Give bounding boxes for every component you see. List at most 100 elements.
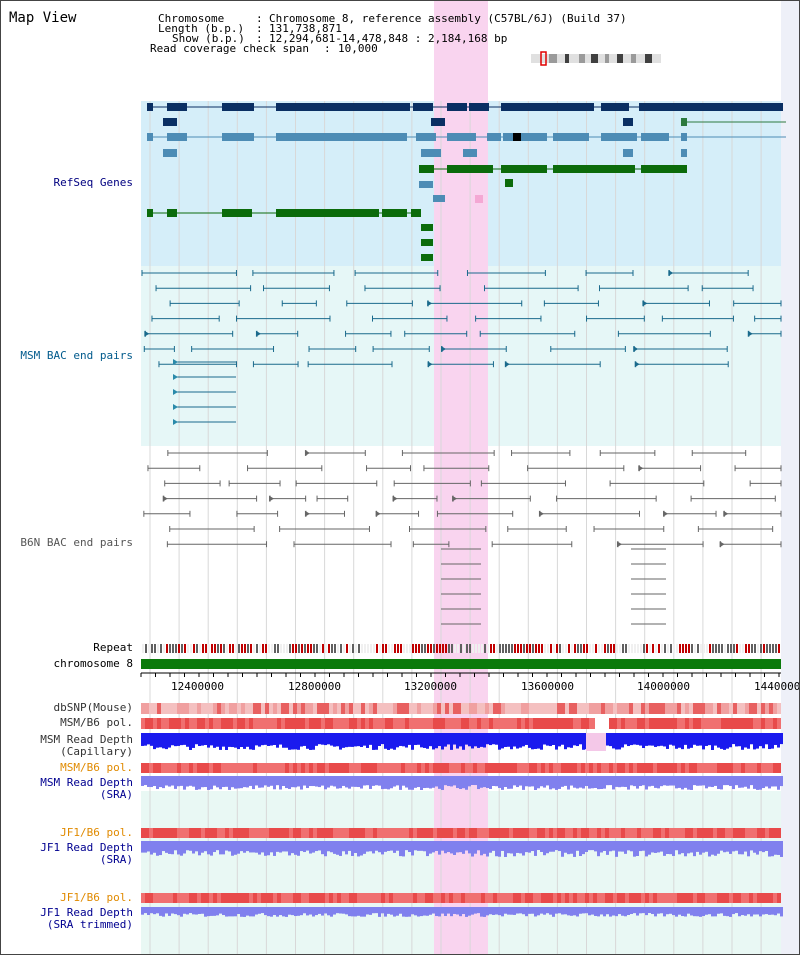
polymorphism-heat bbox=[753, 763, 757, 773]
repeat-label: Repeat bbox=[93, 641, 133, 654]
refseq-label[interactable]: RefSeq Genes bbox=[53, 176, 133, 189]
repeat-mark bbox=[421, 644, 423, 653]
read-depth-bar bbox=[432, 841, 435, 853]
repeat-mark bbox=[598, 644, 600, 653]
repeat-mark bbox=[685, 644, 687, 653]
read-depth-bar bbox=[273, 776, 276, 790]
read-depth-bar bbox=[549, 776, 552, 790]
read-depth-bar bbox=[480, 776, 483, 788]
polymorphism-heat bbox=[553, 718, 557, 729]
repeat-mark bbox=[259, 644, 261, 653]
polymorphism-heat bbox=[697, 718, 701, 729]
polymorphism-heat bbox=[517, 828, 521, 838]
gene-exon bbox=[681, 118, 687, 126]
read-depth-bar bbox=[399, 733, 402, 746]
read-depth-bar bbox=[222, 733, 225, 747]
polymorphism-heat bbox=[697, 828, 701, 838]
polymorphism-heat bbox=[569, 718, 573, 729]
read-depth-bar bbox=[702, 733, 705, 750]
bac-end-marker bbox=[538, 510, 544, 517]
read-depth-bar bbox=[390, 733, 393, 749]
read-depth-bar bbox=[387, 733, 390, 750]
read-depth-bar bbox=[660, 776, 663, 787]
polymorphism-heat bbox=[525, 718, 529, 729]
polymorphism-heat bbox=[537, 893, 541, 903]
repeat-mark bbox=[325, 644, 327, 653]
polymorphism-heat bbox=[421, 893, 425, 903]
polymorphism-heat bbox=[585, 703, 589, 714]
read-depth-bar bbox=[159, 776, 162, 788]
polymorphism-heat bbox=[249, 718, 253, 729]
read-depth-bar bbox=[144, 776, 147, 786]
polymorphism-heat bbox=[149, 893, 153, 903]
read-depth-bar bbox=[294, 841, 297, 855]
polymorphism-heat bbox=[205, 763, 209, 773]
polymorphism-heat bbox=[441, 703, 445, 714]
polymorphism-heat bbox=[721, 718, 725, 729]
polymorphism-heat bbox=[481, 893, 485, 903]
repeat-mark bbox=[370, 644, 372, 653]
read-depth-bar bbox=[651, 733, 654, 746]
read-depth-bar bbox=[216, 776, 219, 788]
polymorphism-heat bbox=[361, 893, 365, 903]
read-depth-bar bbox=[255, 907, 258, 915]
polymorphism-heat bbox=[245, 828, 249, 838]
polymorphism-heat bbox=[393, 703, 397, 714]
read-depth-bar bbox=[348, 733, 351, 747]
polymorphism-heat bbox=[489, 893, 493, 903]
read-depth-bar bbox=[201, 733, 204, 746]
polymorphism-heat bbox=[241, 893, 245, 903]
read-depth-bar bbox=[471, 907, 474, 915]
b6n-bac-label[interactable]: B6N BAC end pairs bbox=[20, 536, 133, 549]
polymorphism-heat bbox=[709, 893, 713, 903]
read-depth-bar bbox=[426, 776, 429, 788]
polymorphism-heat bbox=[381, 703, 385, 714]
polymorphism-heat bbox=[605, 763, 609, 773]
repeat-mark bbox=[145, 644, 147, 653]
polymorphism-heat bbox=[297, 828, 301, 838]
gene-exon bbox=[447, 133, 476, 141]
read-depth-bar bbox=[759, 776, 762, 790]
read-depth-bar bbox=[336, 841, 339, 855]
polymorphism-heat bbox=[657, 763, 661, 773]
polymorphism-heat bbox=[749, 893, 753, 903]
read-depth-bar bbox=[522, 776, 525, 790]
repeat-mark bbox=[649, 644, 651, 653]
polymorphism-heat bbox=[669, 828, 673, 838]
read-depth-bar bbox=[615, 776, 618, 787]
read-depth-bar bbox=[612, 776, 615, 790]
bac-end-marker bbox=[173, 419, 178, 425]
repeat-mark bbox=[574, 644, 576, 653]
read-depth-bar bbox=[474, 733, 477, 747]
read-depth-bar bbox=[294, 776, 297, 788]
read-depth-bar bbox=[516, 841, 519, 853]
polymorphism-heat bbox=[593, 828, 597, 838]
gene-exon bbox=[623, 118, 633, 126]
read-depth-bar bbox=[240, 841, 243, 852]
polymorphism-heat bbox=[657, 718, 661, 729]
read-depth-bar bbox=[276, 907, 279, 917]
read-depth-bar bbox=[747, 776, 750, 789]
repeat-mark bbox=[481, 644, 483, 653]
read-depth-bar bbox=[249, 841, 252, 853]
read-depth-bar bbox=[534, 841, 537, 856]
msm-bac-label[interactable]: MSM BAC end pairs bbox=[20, 349, 133, 362]
coverage-key: Read coverage check span bbox=[150, 42, 309, 55]
polymorphism-heat bbox=[581, 718, 585, 729]
polymorphism-heat bbox=[553, 828, 557, 838]
polymorphism-heat bbox=[573, 718, 577, 729]
polymorphism-heat bbox=[157, 828, 161, 838]
read-depth-bar bbox=[534, 776, 537, 790]
read-depth-bar bbox=[339, 733, 342, 750]
msm-depth-cap-label: MSM Read Depth bbox=[40, 733, 133, 746]
polymorphism-heat bbox=[765, 718, 769, 729]
read-depth-bar bbox=[285, 776, 288, 789]
read-depth-bar bbox=[231, 733, 234, 748]
polymorphism-heat bbox=[625, 718, 629, 729]
polymorphism-heat bbox=[377, 703, 381, 714]
read-depth-bar bbox=[624, 841, 627, 854]
polymorphism-heat bbox=[509, 718, 513, 729]
read-depth-bar bbox=[414, 907, 417, 916]
gene-exon bbox=[147, 103, 153, 111]
